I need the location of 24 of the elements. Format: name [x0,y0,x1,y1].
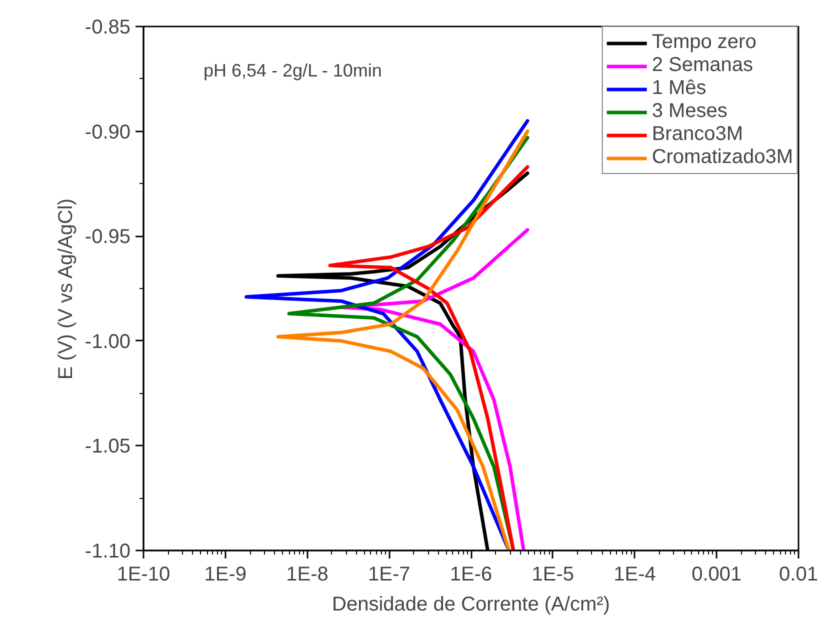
y-axis-title: E (V) (V vs Ag/AgCl) [54,198,77,380]
legend-label: Tempo zero [652,31,756,54]
y-tick-label: -1.00 [84,330,131,353]
y-tick-label: -1.10 [84,540,131,562]
y-tick-label: -1.05 [84,436,131,458]
x-tick-label: 1E-9 [204,564,246,586]
legend-label: 1 Mês [652,77,706,100]
y-tick-label: -0.95 [84,226,131,248]
legend-label: 2 Semanas [652,54,753,77]
y-tick-label: -0.85 [84,16,131,38]
x-tick-label: 0.001 [692,564,742,586]
x-tick-label: 1E-8 [286,564,328,586]
legend-label: 3 Meses [652,100,728,123]
x-tick-label: 1E-10 [116,564,170,586]
x-axis-title: Densidade de Corrente (A/cm²) [332,594,610,616]
x-tick-label: 1E-7 [368,564,410,586]
legend-label: Branco3M [652,123,743,146]
annotation: pH 6,54 - 2g/L - 10min [204,60,382,80]
legend-label: Cromatizado3M [652,146,793,169]
x-tick-label: 0.01 [779,564,818,586]
y-tick-label: -0.90 [84,121,131,144]
x-tick-label: 1E-5 [532,564,574,586]
x-tick-label: 1E-6 [450,564,492,586]
x-tick-label: 1E-4 [614,564,656,586]
